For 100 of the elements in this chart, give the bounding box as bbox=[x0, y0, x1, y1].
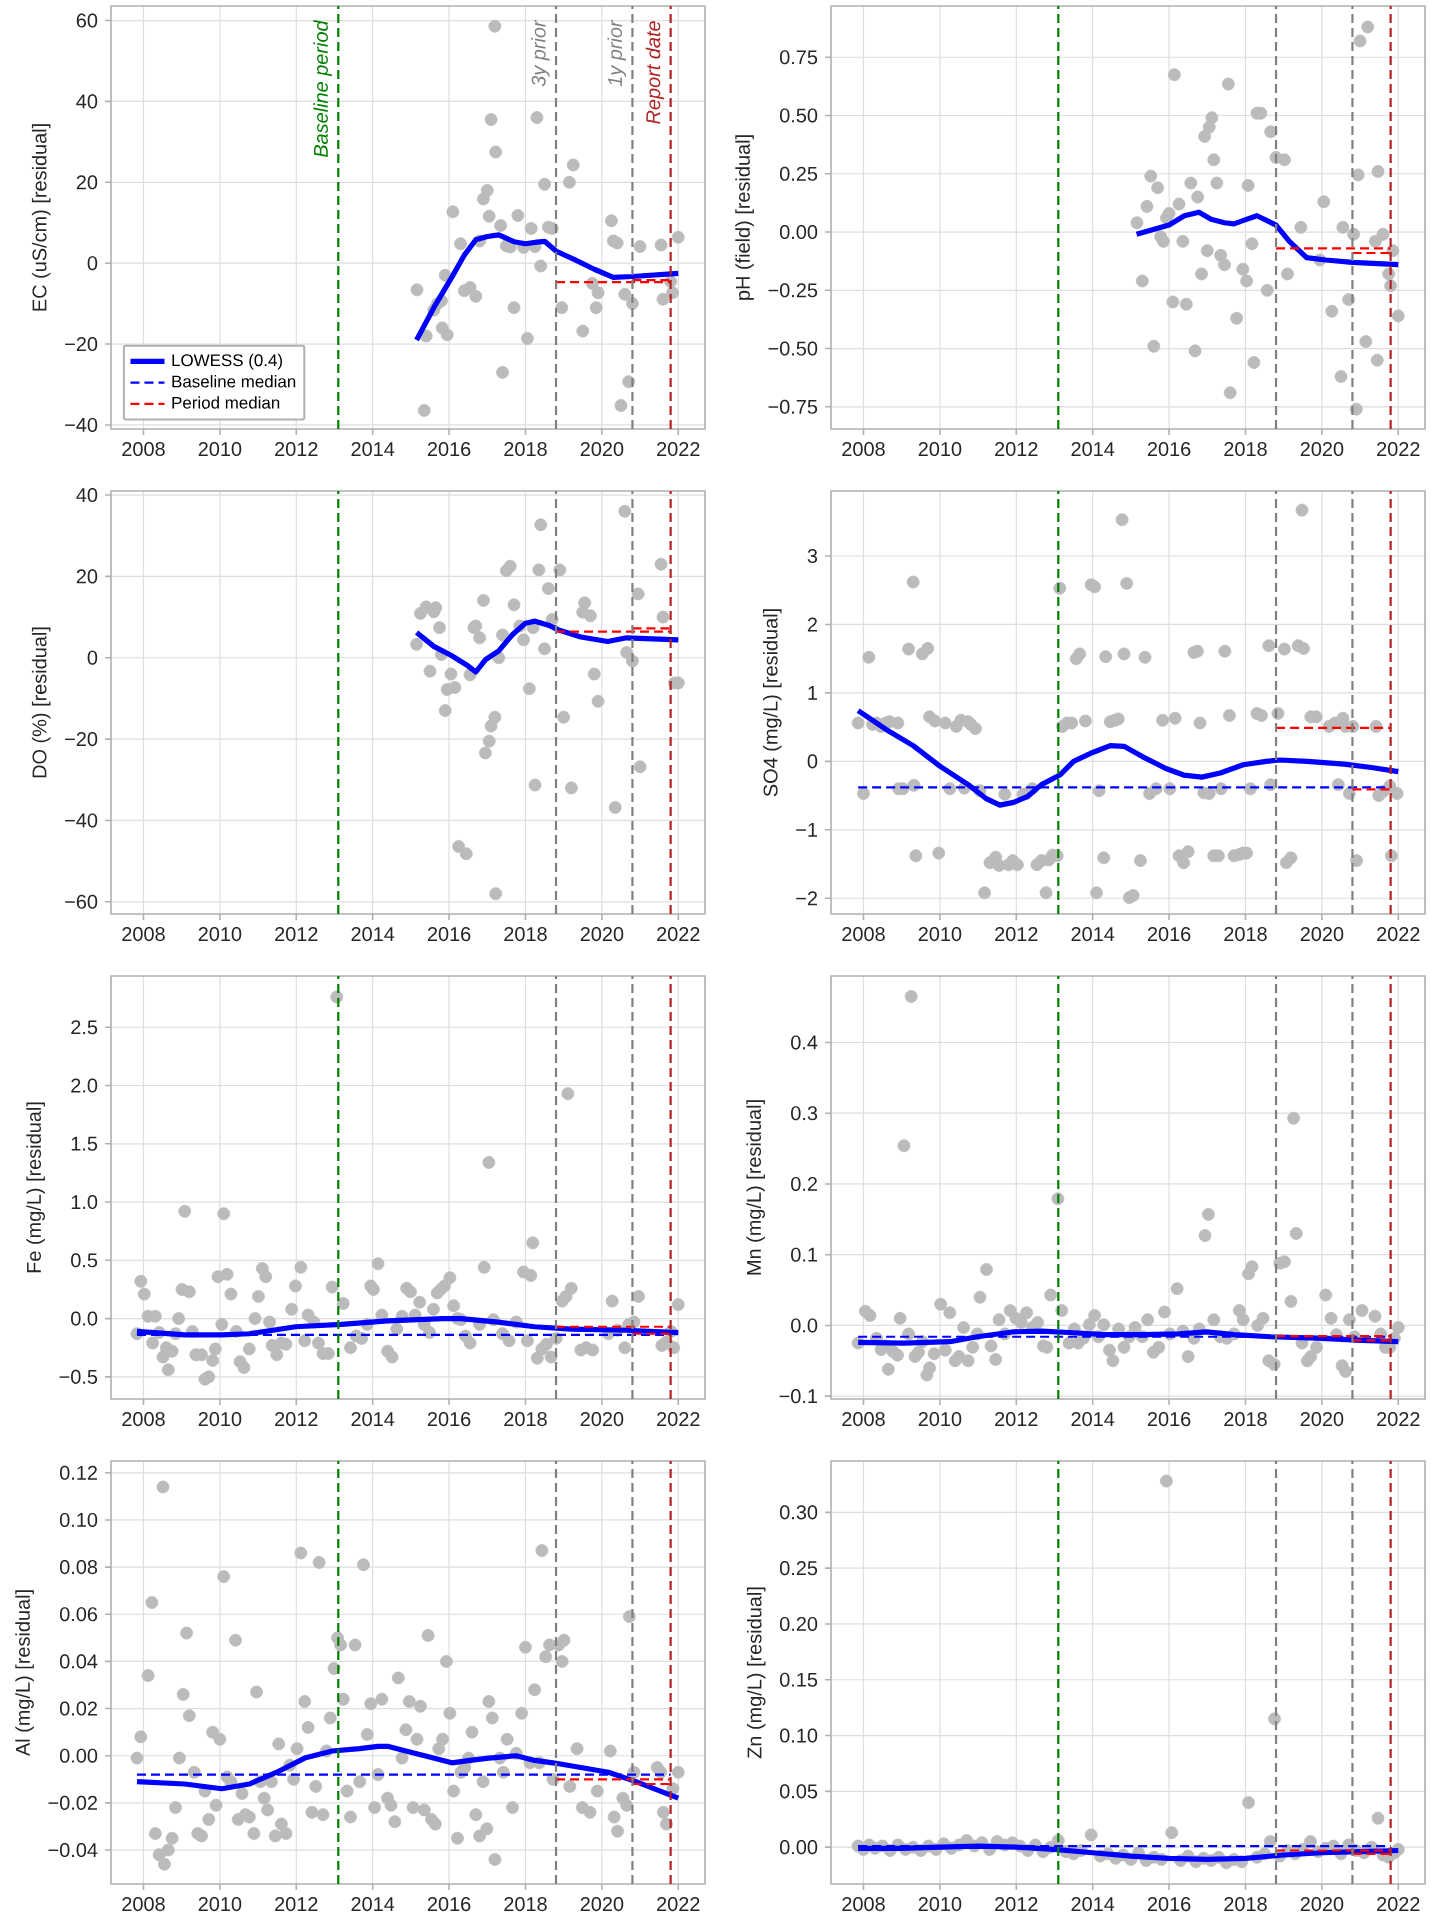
x-tick-label: 2016 bbox=[427, 1897, 471, 1912]
y-tick-label: 0.25 bbox=[779, 1561, 818, 1576]
y-tick-label: 0.75 bbox=[779, 50, 818, 65]
x-tick-label: 2014 bbox=[351, 927, 395, 942]
y-tick-label: 0.00 bbox=[779, 1840, 818, 1855]
x-tick-label: 2016 bbox=[427, 442, 471, 457]
x-tick-label: 2020 bbox=[1300, 442, 1344, 457]
x-tick-label: 2012 bbox=[995, 1897, 1038, 1912]
y-tick-label: 60 bbox=[76, 13, 98, 28]
x-tick-label: 2010 bbox=[918, 1412, 962, 1427]
x-tick-label: 2020 bbox=[1300, 1897, 1344, 1912]
x-tick-label: 2014 bbox=[1071, 1897, 1115, 1912]
x-tick-label: 2016 bbox=[427, 1412, 471, 1427]
y-axis-title: pH (field) [residual] bbox=[735, 135, 754, 300]
x-tick-label: 2012 bbox=[275, 927, 318, 942]
x-tick-label: 2008 bbox=[122, 1412, 165, 1427]
y-tick-label: −0.75 bbox=[768, 399, 818, 414]
y-axis-title: SO4 (mg/L) [residual] bbox=[763, 609, 782, 797]
y-tick-label: 0.0 bbox=[791, 1318, 818, 1333]
y-tick-label: −0.5 bbox=[59, 1369, 98, 1384]
y-tick-label: 0.1 bbox=[791, 1247, 818, 1262]
x-tick-label: 2020 bbox=[580, 1412, 624, 1427]
y-tick-label: 0.00 bbox=[59, 1748, 98, 1763]
y-tick-label: 20 bbox=[76, 569, 98, 584]
y-tick-label: −20 bbox=[65, 732, 98, 747]
x-tick-label: 2012 bbox=[275, 442, 318, 457]
y-axis-title: EC (uS/cm) [residual] bbox=[31, 124, 51, 311]
y-tick-label: 40 bbox=[76, 94, 98, 109]
x-tick-label: 2008 bbox=[122, 442, 165, 457]
y-axis-title: Fe (mg/L) [residual] bbox=[26, 1102, 45, 1273]
y-tick-label: 0 bbox=[807, 754, 818, 769]
x-tick-label: 2014 bbox=[351, 1412, 395, 1427]
x-tick-label: 2014 bbox=[1071, 927, 1115, 942]
x-tick-label: 2022 bbox=[1377, 442, 1420, 457]
x-tick-label: 2010 bbox=[198, 927, 242, 942]
y-axis-title: DO (%) [residual] bbox=[31, 627, 51, 778]
y-tick-label: −40 bbox=[65, 813, 98, 828]
x-tick-label: 2008 bbox=[842, 1412, 885, 1427]
ref-line-label: Report date bbox=[645, 21, 665, 124]
y-tick-label: 0.10 bbox=[779, 1728, 818, 1743]
y-tick-label: −20 bbox=[65, 337, 98, 352]
y-tick-label: −60 bbox=[65, 894, 98, 909]
y-tick-label: 0.05 bbox=[779, 1784, 818, 1799]
y-axis-title: Al (mg/L) [residual] bbox=[15, 1590, 34, 1757]
x-tick-label: 2012 bbox=[995, 927, 1038, 942]
x-tick-label: 2020 bbox=[580, 1897, 624, 1912]
x-tick-label: 2018 bbox=[504, 1412, 547, 1427]
y-tick-label: 40 bbox=[76, 488, 98, 503]
y-tick-label: 0.15 bbox=[779, 1672, 818, 1687]
y-tick-label: 0.00 bbox=[779, 224, 818, 240]
x-tick-label: 2022 bbox=[657, 1412, 700, 1427]
x-tick-label: 2012 bbox=[995, 1412, 1038, 1427]
x-tick-label: 2012 bbox=[275, 1412, 318, 1427]
y-tick-label: 0.06 bbox=[59, 1607, 98, 1622]
legend-label: Period median bbox=[172, 396, 280, 409]
x-tick-label: 2022 bbox=[657, 927, 700, 942]
y-tick-label: 1 bbox=[808, 686, 818, 700]
y-tick-label: 3 bbox=[807, 548, 818, 564]
y-tick-label: 1.0 bbox=[71, 1195, 98, 1210]
x-tick-label: 2010 bbox=[198, 1897, 242, 1912]
legend-label: Baseline median bbox=[172, 375, 296, 388]
x-tick-label: 2014 bbox=[351, 442, 395, 457]
x-tick-label: 2016 bbox=[1147, 927, 1191, 942]
x-tick-label: 2018 bbox=[1224, 1412, 1267, 1427]
x-tick-label: 2010 bbox=[918, 927, 962, 942]
ref-line-label: Baseline period bbox=[313, 19, 332, 158]
x-tick-label: 2018 bbox=[504, 442, 547, 457]
y-tick-label: 0.02 bbox=[59, 1701, 97, 1716]
x-tick-label: 2020 bbox=[580, 442, 624, 457]
y-tick-label: 0.2 bbox=[791, 1176, 817, 1191]
x-tick-label: 2018 bbox=[1224, 442, 1267, 457]
y-tick-label: −0.50 bbox=[768, 341, 818, 356]
y-axis-title: Zn (mg/L) [residual] bbox=[746, 1587, 766, 1759]
x-tick-label: 2020 bbox=[1300, 1412, 1344, 1427]
y-tick-label: −1 bbox=[796, 822, 818, 837]
y-tick-label: 0.12 bbox=[59, 1465, 97, 1480]
x-tick-label: 2014 bbox=[351, 1897, 395, 1912]
y-tick-label: −0.04 bbox=[48, 1842, 98, 1858]
x-tick-label: 2020 bbox=[1300, 927, 1344, 942]
y-tick-label: −40 bbox=[65, 417, 98, 432]
ref-line-label: 3y prior bbox=[531, 19, 550, 87]
x-tick-label: 2022 bbox=[657, 442, 700, 457]
y-axis-title: Mn (mg/L) [residual] bbox=[746, 1100, 765, 1275]
x-tick-label: 2016 bbox=[1147, 1897, 1191, 1912]
y-tick-label: 0.30 bbox=[779, 1505, 818, 1520]
x-tick-label: 2014 bbox=[1071, 1412, 1115, 1427]
x-tick-label: 2010 bbox=[198, 442, 242, 457]
y-tick-label: 0.25 bbox=[779, 166, 818, 181]
y-tick-label: 0.5 bbox=[71, 1253, 98, 1268]
x-tick-label: 2008 bbox=[122, 927, 165, 942]
y-tick-label: 0.04 bbox=[59, 1654, 98, 1669]
y-tick-label: 0.08 bbox=[59, 1560, 98, 1575]
y-tick-label: −2 bbox=[796, 891, 817, 906]
x-tick-label: 2008 bbox=[842, 927, 885, 942]
x-tick-label: 2008 bbox=[122, 1897, 165, 1912]
x-tick-label: 2018 bbox=[504, 927, 547, 942]
y-tick-label: 20 bbox=[76, 175, 98, 190]
y-tick-label: 0.4 bbox=[791, 1035, 818, 1050]
y-tick-label: 0.0 bbox=[71, 1311, 98, 1326]
x-tick-label: 2018 bbox=[504, 1897, 547, 1912]
